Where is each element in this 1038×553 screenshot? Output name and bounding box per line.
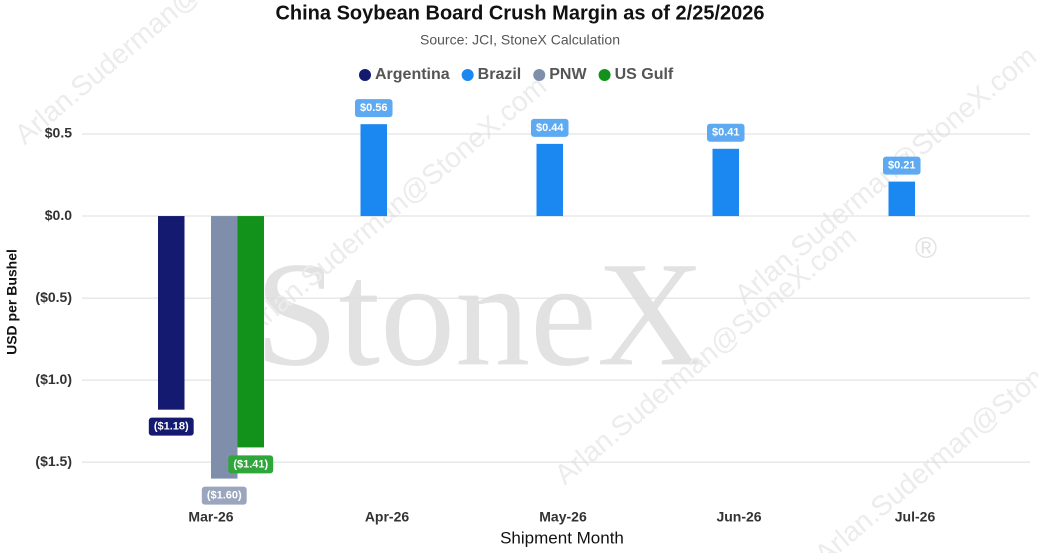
y-tick-label: $0.0	[45, 207, 72, 223]
data-label: ($1.18)	[148, 417, 194, 436]
y-tick-label: ($1.5)	[35, 453, 72, 469]
data-label-box	[530, 118, 569, 137]
x-tick-label: Mar-26	[188, 509, 233, 525]
data-label-text: $0.21	[888, 160, 916, 172]
data-label: $0.21	[882, 156, 921, 175]
x-tick-label: Jul-26	[895, 509, 936, 525]
watermark-logo: StoneX	[255, 231, 705, 397]
data-label-box	[148, 417, 194, 436]
x-tick-label: Jun-26	[716, 509, 761, 525]
data-label-text: ($1.18)	[154, 421, 189, 433]
data-label-box	[354, 99, 393, 118]
y-axis-label: USD per Bushel	[4, 249, 20, 355]
data-label-box	[882, 156, 921, 175]
y-tick-label: ($1.0)	[35, 371, 72, 387]
legend-marker	[598, 69, 611, 81]
watermark-text: Arlan.Suderman@StoneX.com	[729, 40, 1038, 310]
data-label-text: $0.56	[360, 102, 388, 114]
data-label-text: $0.44	[536, 122, 564, 134]
x-tick-label: Apr-26	[365, 509, 410, 525]
data-label-box	[201, 486, 247, 505]
x-axis-label: Shipment Month	[500, 528, 624, 547]
watermark-mark: ®	[915, 232, 937, 265]
legend-marker	[533, 69, 546, 81]
data-label: $0.56	[354, 99, 393, 118]
chart-subtitle: Source: JCI, StoneX Calculation	[420, 32, 620, 48]
bar	[211, 216, 238, 479]
bar	[536, 143, 563, 217]
bar	[360, 124, 387, 217]
bar	[888, 181, 915, 217]
data-label-text: $0.41	[712, 127, 740, 139]
legend-marker	[359, 69, 371, 81]
data-label-box	[706, 123, 745, 142]
data-label-text: ($1.41)	[233, 458, 268, 470]
data-label: ($1.60)	[201, 486, 247, 505]
y-tick-label: $0.5	[45, 125, 72, 141]
bar	[237, 216, 264, 448]
data-label: ($1.41)	[228, 455, 274, 474]
legend-marker	[461, 69, 474, 81]
legend-label: US Gulf	[615, 66, 674, 83]
legend-label: PNW	[549, 66, 587, 83]
legend-label: Brazil	[478, 66, 522, 83]
data-label: $0.41	[706, 123, 745, 142]
bar	[712, 148, 739, 217]
data-label-box	[228, 455, 274, 474]
y-tick-label: ($0.5)	[35, 289, 72, 305]
x-tick-label: May-26	[539, 509, 587, 525]
data-label-text: ($1.60)	[207, 489, 242, 501]
chart-title: China Soybean Board Crush Margin as of 2…	[275, 2, 764, 24]
legend-label: Argentina	[375, 66, 450, 83]
bar	[158, 216, 185, 410]
data-label: $0.44	[530, 118, 569, 137]
